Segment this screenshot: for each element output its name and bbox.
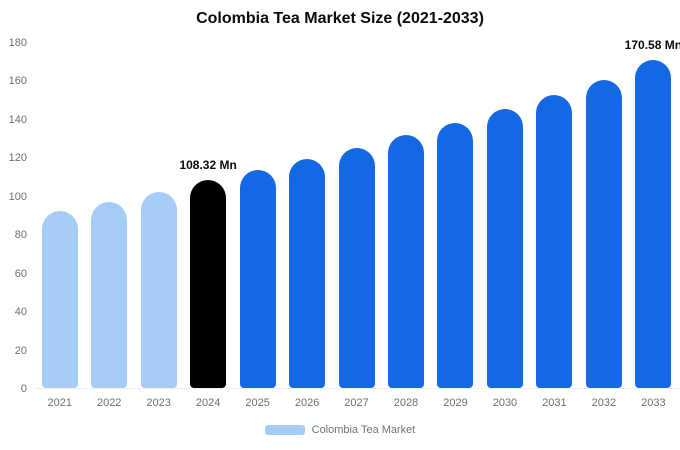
y-axis-tick-label: 120 — [8, 152, 27, 165]
bar-2023[interactable] — [140, 191, 177, 388]
bar-2032[interactable] — [585, 79, 622, 388]
x-axis-label: 2032 — [591, 397, 617, 409]
bar-slot — [332, 43, 381, 388]
legend[interactable]: Colombia Tea Market — [0, 424, 680, 436]
bar-slot — [134, 43, 183, 388]
x-axis-label: 2021 — [47, 397, 72, 409]
x-axis-label: 2026 — [294, 397, 320, 409]
bar-slot — [431, 43, 480, 388]
bar-slot — [530, 43, 579, 388]
bar-slot — [480, 43, 529, 388]
bar-2025[interactable] — [239, 169, 276, 388]
y-axis-tick-label: 160 — [8, 75, 27, 88]
x-axis-label: 2029 — [443, 397, 468, 409]
bar-2031[interactable] — [536, 94, 573, 388]
bar-2021[interactable] — [41, 211, 78, 388]
bar-slot — [282, 43, 331, 388]
bar-2033[interactable] — [635, 60, 672, 388]
bar-slot — [233, 43, 282, 388]
bar-value-label: 170.58 Mn — [624, 38, 680, 53]
y-axis-tick-label: 140 — [8, 113, 27, 126]
bar-slot — [84, 43, 133, 388]
bar-2024[interactable] — [190, 179, 227, 388]
bar-value-label: 108.32 Mn — [179, 157, 237, 172]
legend-swatch — [264, 425, 305, 435]
y-axis-tick-label: 0 — [20, 383, 27, 395]
bar-2026[interactable] — [289, 159, 326, 388]
y-axis-tick-label: 80 — [14, 229, 27, 242]
bar-slot — [381, 43, 430, 388]
bar-2028[interactable] — [388, 135, 425, 388]
y-axis-tick-label: 60 — [14, 267, 27, 280]
y-axis-tick-label: 180 — [8, 37, 27, 49]
x-axis-label: 2027 — [344, 397, 369, 409]
bar-slot — [579, 43, 628, 388]
y-axis-tick-label: 40 — [14, 306, 27, 319]
bar-slot: 108.32 Mn — [179, 43, 237, 388]
bar-2030[interactable] — [486, 109, 523, 388]
x-axis-label: 2025 — [245, 397, 270, 409]
y-axis-tick-label: 100 — [8, 190, 27, 203]
bar-2027[interactable] — [338, 147, 375, 388]
x-axis-label: 2022 — [96, 397, 122, 409]
x-axis-label: 2033 — [641, 397, 666, 409]
x-axis-label: 2031 — [542, 397, 567, 409]
chart-title: Colombia Tea Market Size (2021-2033) — [196, 10, 484, 27]
plot-area: 108.32 Mn 170.58 Mn — [35, 38, 680, 389]
legend-label: Colombia Tea Market — [311, 424, 416, 436]
y-axis-tick-label: 20 — [14, 344, 27, 357]
bar-slot — [35, 43, 84, 388]
bar-2022[interactable] — [91, 201, 128, 388]
x-axis-label: 2023 — [146, 397, 171, 409]
x-axis-label: 2028 — [393, 397, 419, 409]
bar-2029[interactable] — [437, 122, 474, 388]
x-axis: 2021 2022 2023 2024 2025 2026 2027 2028 2029 2030… — [35, 397, 678, 409]
bar-slot: 170.58 Mn — [625, 38, 680, 388]
x-axis-label: 2024 — [195, 397, 221, 409]
x-axis-label: 2030 — [492, 397, 518, 409]
